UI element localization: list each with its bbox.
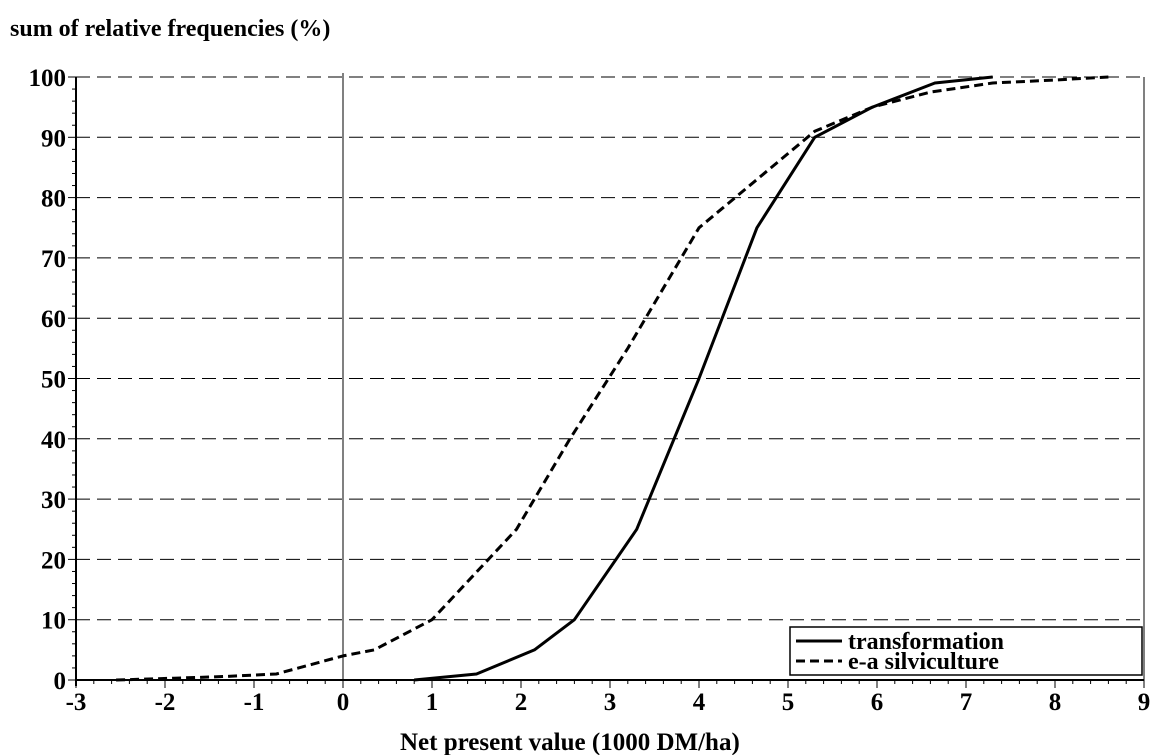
y-tick-label: 20 <box>41 547 66 574</box>
y-tick-label: 80 <box>41 186 66 213</box>
x-tick-label: 7 <box>960 689 973 716</box>
x-tick-label: 3 <box>604 689 617 716</box>
y-tick-label: 0 <box>54 668 67 695</box>
y-tick-label: 60 <box>41 306 66 333</box>
y-tick-label: 100 <box>29 65 67 92</box>
x-tick-label: 9 <box>1138 689 1151 716</box>
x-axis-label: Net present value (1000 DM/ha) <box>400 729 740 755</box>
y-tick-label: 30 <box>41 487 66 514</box>
x-tick-label: 6 <box>871 689 884 716</box>
x-tick-label: 8 <box>1049 689 1062 716</box>
legend-box <box>789 626 1143 676</box>
x-tick-label: -2 <box>155 689 176 716</box>
x-tick-label: 4 <box>693 689 706 716</box>
ticks: 0 10 20 30 40 50 60 70 80 90 100 -3 -2 -1 0 1 2 3 4 5 6 7 8 9 <box>29 65 1151 716</box>
x-tick-label: 0 <box>337 689 350 716</box>
x-tick-label: -1 <box>244 689 265 716</box>
legend-label-0: transformation <box>848 629 1004 655</box>
y-tick-label: 10 <box>41 608 66 635</box>
series-line-1 <box>116 75 1109 682</box>
x-tick-label: 5 <box>782 689 795 716</box>
x-tick-label: -3 <box>66 689 87 716</box>
y-tick-label: 90 <box>41 125 66 152</box>
legend-label-1: e-a silviculture <box>848 649 999 675</box>
grid <box>76 76 1144 621</box>
x-tick-label: 2 <box>515 689 528 716</box>
series <box>116 75 1109 682</box>
x-tick-label: 1 <box>426 689 439 716</box>
y-tick-label: 70 <box>41 246 66 273</box>
y-tick-label: 40 <box>41 427 66 454</box>
y-tick-label: 50 <box>41 367 66 394</box>
series-line-0 <box>414 75 993 682</box>
axes <box>75 73 1145 686</box>
chart-title: sum of relative frequencies (%) <box>10 16 330 42</box>
